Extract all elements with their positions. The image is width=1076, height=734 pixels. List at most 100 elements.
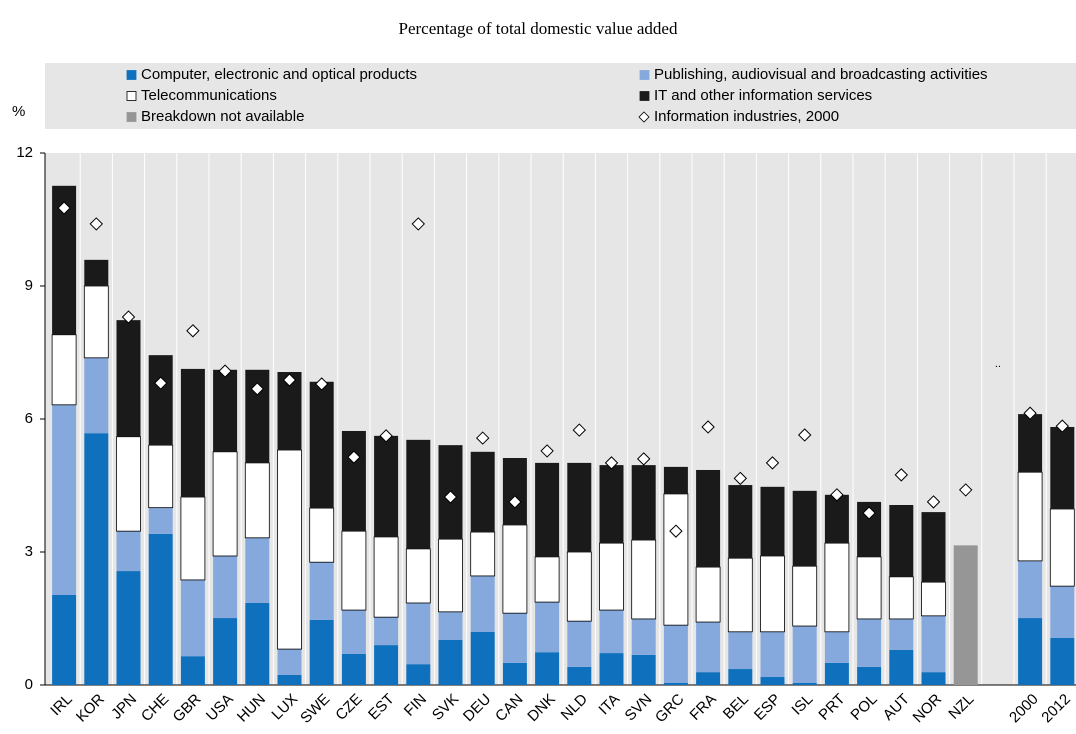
bar-segment (599, 610, 624, 654)
bar-segment (856, 556, 882, 620)
marker (1055, 419, 1070, 433)
bar-segment (502, 458, 527, 525)
bar-segment (889, 649, 914, 685)
bar-segment (470, 631, 495, 685)
marker (57, 201, 71, 215)
bar-segment (727, 557, 753, 633)
bar-segment (663, 466, 688, 494)
legend-swatch (126, 112, 137, 122)
bar-segment (180, 368, 205, 498)
bar-segment (953, 545, 978, 685)
bar-segment (116, 531, 141, 572)
bar-segment (599, 465, 624, 544)
bar-segment (1050, 586, 1075, 639)
x-tick-label: PRT (815, 691, 848, 724)
x-tick-label: POL (847, 691, 880, 724)
bar-segment (1018, 560, 1043, 619)
bar-segment (535, 652, 560, 685)
legend-swatch (126, 70, 137, 80)
bar-segment (502, 662, 527, 685)
bar-segment (1018, 618, 1043, 685)
bar-segment (438, 538, 463, 613)
marker (765, 456, 780, 470)
bar-segment (83, 285, 109, 359)
x-tick-label: SWE (297, 691, 333, 727)
legend-swatch (126, 91, 137, 101)
bar-segment (213, 618, 238, 685)
legend-marker (638, 111, 650, 123)
x-tick-label: AUT (880, 691, 913, 724)
bar-segment (438, 611, 463, 640)
marker (475, 431, 490, 445)
x-tick-label: GBR (170, 691, 205, 726)
bar-segment (438, 639, 463, 685)
bar-segment (824, 662, 849, 685)
marker (1023, 406, 1037, 420)
bar-segment (631, 618, 656, 655)
bar-segment (309, 381, 334, 509)
y-tick-label: 0 (25, 676, 33, 693)
marker (830, 488, 844, 502)
bar-segment (213, 369, 238, 452)
y-tick-label: 6 (25, 410, 33, 427)
legend-label: Telecommunications (141, 87, 277, 104)
x-tick-label: SVK (429, 691, 462, 724)
marker (379, 429, 393, 443)
legend-background (45, 63, 1076, 129)
marker (958, 483, 973, 497)
legend-label: Computer, electronic and optical product… (141, 66, 417, 83)
marker (797, 428, 812, 442)
bar-segment (52, 595, 77, 685)
marker (862, 506, 876, 520)
bar-segment (502, 613, 527, 663)
bar-segment (567, 666, 592, 685)
bar-segment (1050, 638, 1075, 685)
x-tick-label: ISL (788, 691, 816, 719)
legend-label: Information industries, 2000 (654, 108, 839, 125)
marker (669, 524, 683, 538)
x-tick-label: DEU (460, 691, 494, 725)
bar-segment (888, 576, 914, 620)
bar-segment (631, 654, 656, 685)
bar-segment (857, 618, 882, 667)
bar-segment (534, 556, 560, 603)
marker (89, 217, 104, 231)
x-tick-label: GRC (652, 691, 688, 727)
bar-segment (566, 551, 592, 622)
bar-segment (341, 430, 366, 532)
bar-segment (631, 465, 656, 541)
bar-segment (502, 524, 528, 614)
legend-label: IT and other information services (654, 87, 872, 104)
bar-segment (824, 494, 849, 544)
bar-segment (212, 451, 238, 557)
annotation: .. (995, 358, 1001, 370)
bar-segment (792, 490, 817, 567)
bar-segment (792, 626, 817, 683)
x-tick-label: KOR (73, 691, 108, 726)
bar-segment (1050, 426, 1075, 509)
bar-segment (51, 334, 77, 406)
bar-segment (405, 548, 431, 604)
bar-segment (567, 462, 592, 552)
bar-segment (180, 579, 205, 657)
marker (250, 382, 265, 396)
bar-segment (244, 462, 270, 539)
bar-segment (373, 536, 399, 618)
bar-segment (728, 485, 753, 559)
x-tick-label: BEL (720, 691, 752, 723)
bar-segment (760, 677, 785, 685)
bar-segment (406, 602, 431, 665)
x-tick-label: 2000 (1006, 691, 1042, 727)
bar-segment (374, 435, 399, 537)
bar-segment (599, 542, 624, 611)
marker (411, 217, 426, 231)
bar-segment (921, 672, 946, 685)
bar-segment (406, 439, 431, 549)
bar-segment (1049, 508, 1075, 587)
marker (926, 495, 941, 509)
bar-segment (1017, 471, 1043, 562)
bar-segment (824, 631, 849, 663)
bar-segment (309, 562, 334, 620)
bar-segment (277, 674, 302, 685)
